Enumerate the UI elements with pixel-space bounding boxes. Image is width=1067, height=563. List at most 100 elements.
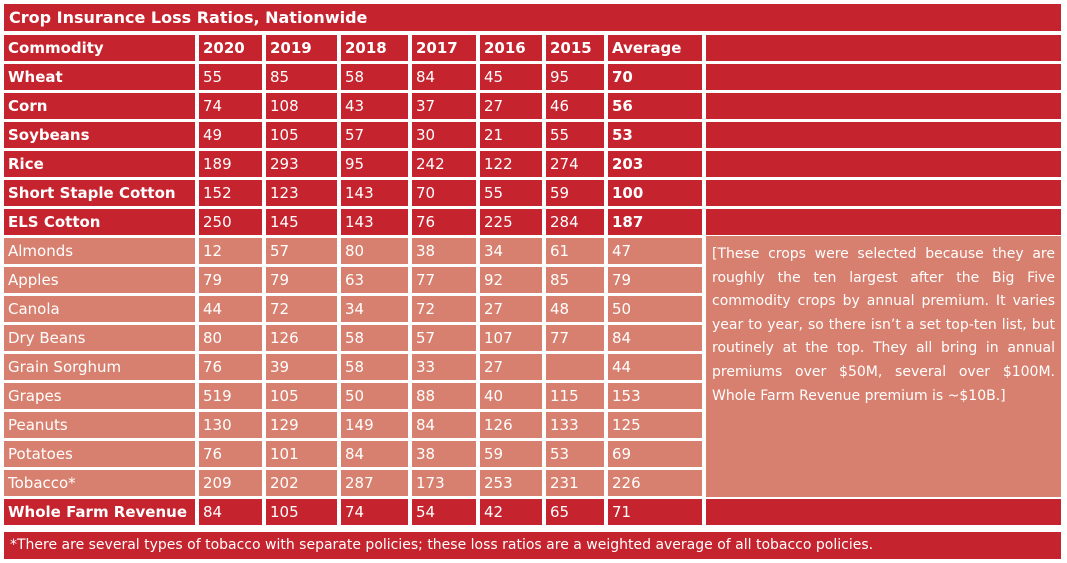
header-commodity: Commodity [4, 35, 195, 61]
value-2017: 242 [412, 151, 476, 177]
value-2016: 92 [480, 267, 542, 293]
value-2018: 84 [341, 441, 408, 467]
value-2016: 55 [480, 180, 542, 206]
value-2015: 48 [546, 296, 604, 322]
value-average: 71 [608, 499, 702, 525]
value-2019: 126 [266, 325, 337, 351]
value-average: 187 [608, 209, 702, 235]
value-2016: 21 [480, 122, 542, 148]
value-2015: 231 [546, 470, 604, 496]
commodity-name: Potatoes [4, 441, 195, 467]
value-2018: 58 [341, 64, 408, 90]
value-2016: 27 [480, 296, 542, 322]
value-average: 53 [608, 122, 702, 148]
header-blank-cell [706, 35, 1061, 61]
value-2019: 293 [266, 151, 337, 177]
tobacco-footnote: *There are several types of tobacco with… [4, 532, 1061, 559]
commodity-name: Rice [4, 151, 195, 177]
blank-cell [706, 151, 1061, 177]
value-2015 [546, 354, 604, 380]
value-2019: 108 [266, 93, 337, 119]
commodity-name: Grapes [4, 383, 195, 409]
value-2020: 76 [199, 354, 262, 380]
value-2019: 79 [266, 267, 337, 293]
value-2019: 101 [266, 441, 337, 467]
value-average: 203 [608, 151, 702, 177]
value-2015: 284 [546, 209, 604, 235]
value-2020: 519 [199, 383, 262, 409]
blank-cell [706, 64, 1061, 90]
value-2018: 149 [341, 412, 408, 438]
commodity-name: Corn [4, 93, 195, 119]
value-2015: 85 [546, 267, 604, 293]
value-2018: 80 [341, 238, 408, 264]
commodity-name: Soybeans [4, 122, 195, 148]
value-average: 84 [608, 325, 702, 351]
value-2016: 27 [480, 93, 542, 119]
value-2018: 50 [341, 383, 408, 409]
value-average: 44 [608, 354, 702, 380]
value-average: 79 [608, 267, 702, 293]
commodity-name: Apples [4, 267, 195, 293]
value-2018: 143 [341, 209, 408, 235]
value-2019: 57 [266, 238, 337, 264]
value-2016: 225 [480, 209, 542, 235]
value-2016: 27 [480, 354, 542, 380]
value-2020: 74 [199, 93, 262, 119]
value-2018: 63 [341, 267, 408, 293]
value-2017: 84 [412, 64, 476, 90]
header-2017: 2017 [412, 35, 476, 61]
header-average: Average [608, 35, 702, 61]
value-2016: 122 [480, 151, 542, 177]
value-2017: 84 [412, 412, 476, 438]
table-title: Crop Insurance Loss Ratios, Nationwide [4, 4, 1061, 31]
value-2020: 250 [199, 209, 262, 235]
value-2017: 37 [412, 93, 476, 119]
header-2018: 2018 [341, 35, 408, 61]
value-average: 226 [608, 470, 702, 496]
value-2018: 143 [341, 180, 408, 206]
value-2019: 72 [266, 296, 337, 322]
value-2017: 33 [412, 354, 476, 380]
commodity-name: Dry Beans [4, 325, 195, 351]
value-average: 125 [608, 412, 702, 438]
value-2015: 95 [546, 64, 604, 90]
value-2018: 43 [341, 93, 408, 119]
commodity-name: Wheat [4, 64, 195, 90]
blank-cell [706, 209, 1061, 235]
value-2017: 38 [412, 441, 476, 467]
value-2017: 88 [412, 383, 476, 409]
value-2018: 57 [341, 122, 408, 148]
value-2018: 58 [341, 325, 408, 351]
value-2015: 59 [546, 180, 604, 206]
value-2019: 39 [266, 354, 337, 380]
value-2018: 58 [341, 354, 408, 380]
value-2020: 80 [199, 325, 262, 351]
value-2016: 107 [480, 325, 542, 351]
commodity-name: Grain Sorghum [4, 354, 195, 380]
value-2019: 105 [266, 122, 337, 148]
value-2018: 34 [341, 296, 408, 322]
header-2016: 2016 [480, 35, 542, 61]
value-2020: 12 [199, 238, 262, 264]
value-2017: 70 [412, 180, 476, 206]
blank-cell [706, 180, 1061, 206]
value-2018: 287 [341, 470, 408, 496]
value-2015: 53 [546, 441, 604, 467]
value-2019: 123 [266, 180, 337, 206]
blank-cell [706, 499, 1061, 525]
value-2020: 49 [199, 122, 262, 148]
value-2020: 55 [199, 64, 262, 90]
value-2015: 274 [546, 151, 604, 177]
value-2019: 85 [266, 64, 337, 90]
commodity-name: Whole Farm Revenue [4, 499, 195, 525]
value-2016: 34 [480, 238, 542, 264]
value-2020: 209 [199, 470, 262, 496]
commodity-name: Tobacco* [4, 470, 195, 496]
commodity-name: Short Staple Cotton [4, 180, 195, 206]
value-2017: 72 [412, 296, 476, 322]
value-2015: 133 [546, 412, 604, 438]
value-2017: 76 [412, 209, 476, 235]
value-average: 69 [608, 441, 702, 467]
value-2019: 105 [266, 499, 337, 525]
